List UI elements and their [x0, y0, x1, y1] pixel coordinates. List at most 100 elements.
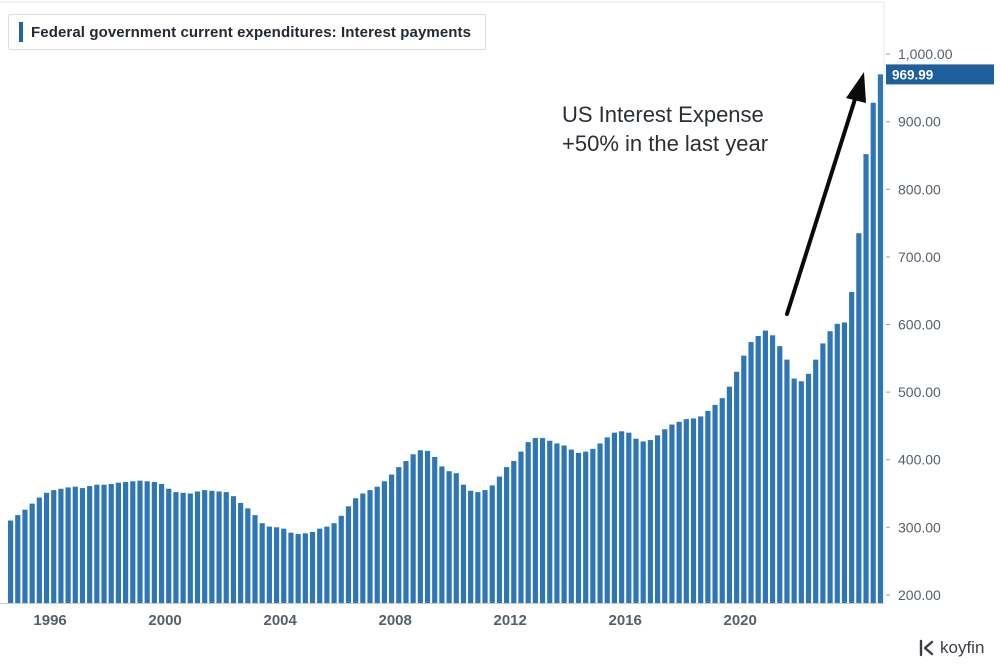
bar: [633, 438, 639, 603]
bar: [748, 342, 754, 603]
bar: [647, 440, 653, 603]
bar: [367, 490, 373, 603]
bar: [288, 532, 294, 603]
bar: [295, 534, 301, 603]
bar: [611, 432, 618, 603]
bar: [511, 461, 517, 603]
bar: [266, 526, 272, 603]
bar: [654, 435, 661, 603]
bar: [130, 481, 136, 603]
bar: [209, 490, 215, 603]
bar: [72, 486, 78, 603]
x-tick-label: 2016: [609, 612, 642, 629]
bar: [482, 490, 488, 603]
bar: [554, 443, 560, 603]
x-axis-ticks: 1996 2000 2004 2008 2012 2016 2020: [33, 612, 756, 629]
bar: [424, 450, 431, 603]
annotation-line-1: US Interest Expense: [562, 102, 764, 127]
bar: [338, 515, 344, 603]
bar: [259, 523, 265, 603]
bar: [302, 533, 308, 603]
bar: [504, 467, 510, 603]
bar: [575, 452, 582, 603]
bar: [597, 443, 603, 603]
bar: [108, 484, 114, 603]
bar: [475, 492, 481, 603]
bar: [460, 484, 467, 603]
bar: [518, 451, 524, 603]
bar: [230, 496, 237, 603]
bar: [94, 484, 100, 603]
bar: [432, 456, 438, 603]
annotation-line-2: +50% in the last year: [562, 131, 769, 156]
annotation-arrow: [785, 72, 866, 316]
bar: [273, 527, 280, 603]
bar: [43, 492, 50, 603]
bar: [805, 373, 812, 603]
bar: [58, 488, 64, 603]
bar: [669, 424, 675, 603]
bar: [29, 503, 35, 603]
bar: [489, 485, 495, 603]
bar: [734, 371, 740, 603]
bar: [8, 520, 14, 603]
bar: [813, 359, 819, 603]
last-value-badge: 969.99: [886, 64, 994, 85]
bar: [166, 488, 172, 603]
bar: [417, 450, 423, 603]
bar: [870, 102, 876, 603]
bar: [403, 461, 409, 603]
y-tick-label: 200.00: [898, 587, 941, 603]
koyfin-logo-icon: [919, 639, 934, 657]
bar: [798, 381, 804, 603]
x-tick-label: 1996: [33, 612, 66, 629]
bar: [561, 445, 567, 603]
bar: [532, 438, 538, 603]
bar: [604, 437, 610, 603]
chart-legend: Federal government current expenditures:…: [8, 14, 487, 50]
bar: [187, 493, 193, 603]
bar: [281, 528, 287, 603]
x-tick-label: 2004: [264, 612, 298, 629]
x-tick-label: 2012: [494, 612, 527, 629]
bar: [22, 509, 28, 603]
bar: [755, 335, 761, 603]
bar: [619, 431, 625, 603]
bar: [856, 233, 862, 603]
bar: [626, 432, 632, 603]
bar: [446, 471, 452, 603]
y-tick-label: 900.00: [898, 114, 941, 130]
bar: [769, 335, 776, 603]
bar: [317, 528, 323, 603]
bar: [791, 378, 797, 603]
bar: [849, 292, 855, 603]
bar: [453, 473, 459, 603]
bar: [381, 481, 387, 603]
x-tick-label: 2008: [379, 612, 412, 629]
chart-annotation: US Interest Expense +50% in the last yea…: [562, 100, 822, 158]
bar: [698, 416, 704, 603]
legend-title: Federal government current expenditures:…: [31, 23, 472, 41]
bar: [216, 491, 222, 603]
bar: [539, 438, 546, 603]
y-axis-ticks: 200.00 300.00 400.00 500.00 600.00 700.00 800.…: [886, 46, 953, 603]
bar: [238, 502, 244, 603]
bar: [324, 526, 330, 603]
bar: [396, 467, 402, 603]
bar: [245, 508, 251, 603]
bar: [87, 486, 93, 603]
last-value-label: 969.99: [892, 67, 933, 82]
bar: [173, 492, 179, 603]
bar: [877, 74, 883, 604]
bar: [331, 523, 337, 603]
legend-swatch: [19, 22, 23, 42]
bar: [827, 331, 833, 603]
y-tick-label: 500.00: [898, 384, 941, 400]
y-tick-label: 400.00: [898, 452, 941, 468]
bar: [374, 486, 380, 603]
bar: [223, 492, 229, 603]
bar: [640, 441, 646, 603]
bar: [863, 154, 869, 603]
bar: [79, 488, 86, 603]
